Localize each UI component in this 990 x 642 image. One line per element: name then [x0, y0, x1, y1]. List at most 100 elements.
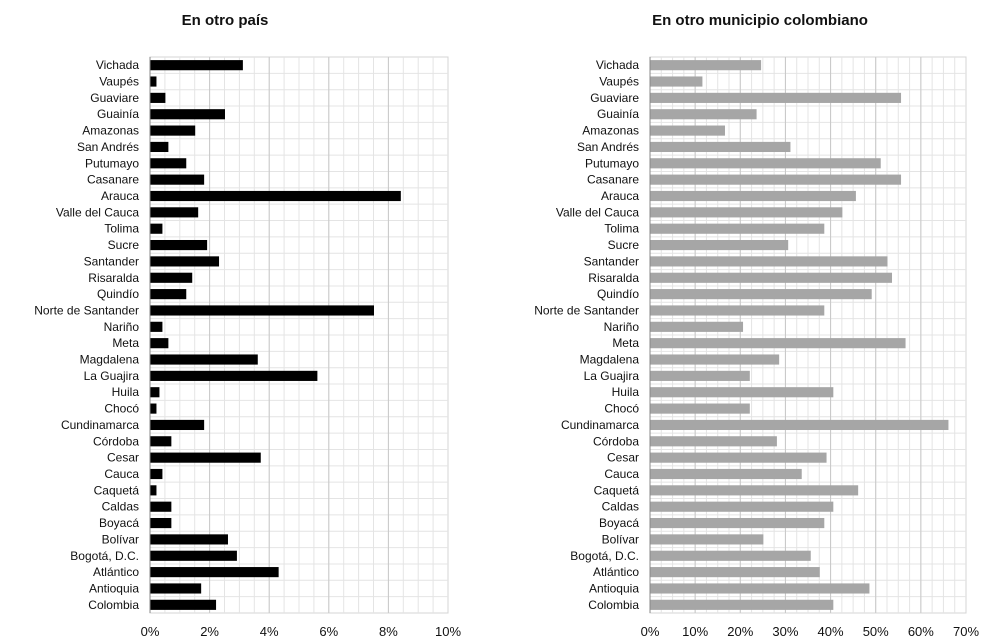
right-x-tick-label: 60%	[908, 624, 934, 639]
right-category-label: Quindío	[597, 287, 639, 301]
right-x-tick-label: 20%	[727, 624, 753, 639]
left-category-label: Valle del Cauca	[56, 205, 139, 219]
right-bar	[650, 60, 762, 71]
right-category-label: Vichada	[596, 58, 639, 72]
right-category-label: Cauca	[604, 467, 639, 481]
chart-title-left: En otro país	[181, 12, 269, 29]
left-x-tick-label: 8%	[379, 624, 398, 639]
right-bar	[650, 239, 789, 251]
right-category-label: Guaviare	[590, 91, 639, 105]
left-category-label: Tolima	[104, 222, 139, 236]
right-category-label: Sucre	[608, 238, 640, 252]
left-bar	[150, 190, 401, 202]
right-category-label: Boyacá	[599, 516, 639, 530]
right-category-label: Córdoba	[593, 434, 639, 448]
right-category-label: Arauca	[601, 189, 639, 203]
left-bar	[150, 583, 202, 594]
left-bar	[150, 403, 157, 414]
right-bar	[650, 207, 843, 218]
right-category-label: Antioquia	[589, 581, 639, 595]
left-category-label: Guaviare	[90, 91, 139, 105]
right-x-tick-label: 50%	[863, 624, 889, 639]
right-category-label: Cesar	[607, 451, 639, 465]
left-x-tick-label: 0%	[141, 624, 160, 639]
right-category-label: La Guajira	[584, 369, 640, 383]
right-bar	[650, 419, 949, 431]
left-x-tick-label: 2%	[200, 624, 219, 639]
left-category-label: Chocó	[104, 402, 139, 416]
left-bar	[150, 387, 160, 398]
left-category-label: Cauca	[104, 467, 139, 481]
left-bar	[150, 239, 208, 251]
right-bar	[650, 223, 825, 234]
right-x-tick-label: 30%	[772, 624, 798, 639]
right-bar	[650, 387, 834, 398]
left-bar	[150, 141, 169, 153]
right-category-label: Norte de Santander	[534, 303, 639, 317]
right-bar	[650, 321, 744, 332]
right-bar	[650, 305, 825, 316]
left-bar	[150, 207, 199, 218]
left-category-label: Córdoba	[93, 434, 139, 448]
right-bar	[650, 174, 902, 185]
right-bar	[650, 452, 827, 463]
left-category-label: Vichada	[96, 58, 139, 72]
right-bar	[650, 125, 725, 136]
left-x-tick-label: 4%	[260, 624, 279, 639]
right-bar	[650, 338, 906, 349]
left-bar	[150, 599, 217, 610]
right-category-label: Meta	[612, 336, 639, 350]
left-bar	[150, 92, 166, 103]
right-bar	[650, 190, 856, 202]
chart-title-right: En otro municipio colombiano	[652, 12, 868, 29]
left-bar	[150, 338, 169, 349]
left-bar	[150, 223, 163, 234]
right-bar	[650, 583, 870, 594]
left-category-label: Bolívar	[102, 532, 139, 546]
right-category-label: Tolima	[604, 222, 639, 236]
right-category-label: Colombia	[588, 598, 639, 612]
right-category-label: San Andrés	[577, 140, 639, 154]
left-bar	[150, 354, 258, 365]
right-x-tick-label: 0%	[641, 624, 660, 639]
left-bar	[150, 436, 172, 447]
right-category-label: Guainía	[597, 107, 639, 121]
right-category-label: Amazonas	[582, 124, 639, 138]
right-bar	[650, 370, 750, 381]
left-category-label: Guainía	[97, 107, 139, 121]
right-bar	[650, 109, 757, 120]
right-bar	[650, 550, 811, 561]
right-bar	[650, 485, 859, 496]
left-category-label: Arauca	[101, 189, 139, 203]
right-x-tick-label: 70%	[953, 624, 979, 639]
left-category-label: San Andrés	[77, 140, 139, 154]
right-bar	[650, 517, 825, 529]
right-bar	[650, 158, 881, 169]
right-category-label: Casanare	[587, 173, 639, 187]
left-category-label: Bogotá, D.C.	[70, 549, 139, 563]
left-x-tick-label: 6%	[319, 624, 338, 639]
left-x-tick-label: 10%	[435, 624, 461, 639]
left-category-label: Meta	[112, 336, 139, 350]
left-bar	[150, 501, 172, 512]
right-category-label: Bogotá, D.C.	[570, 549, 639, 563]
left-bar	[150, 60, 243, 71]
right-bar	[650, 289, 872, 300]
left-bar	[150, 567, 279, 578]
left-category-label: Risaralda	[88, 271, 139, 285]
right-bar	[650, 501, 834, 512]
left-bar	[150, 517, 172, 529]
left-category-label: Cundinamarca	[61, 418, 139, 432]
left-bar	[150, 125, 196, 136]
right-bar	[650, 599, 834, 610]
left-category-label: Cesar	[107, 451, 139, 465]
right-x-tick-label: 40%	[818, 624, 844, 639]
left-category-label: Amazonas	[82, 124, 139, 138]
left-bar	[150, 419, 205, 431]
left-category-label: Magdalena	[80, 353, 140, 367]
left-bar	[150, 305, 374, 316]
left-category-label: Casanare	[87, 173, 139, 187]
right-category-label: Chocó	[604, 402, 639, 416]
left-bar	[150, 76, 157, 87]
left-bar	[150, 485, 157, 496]
